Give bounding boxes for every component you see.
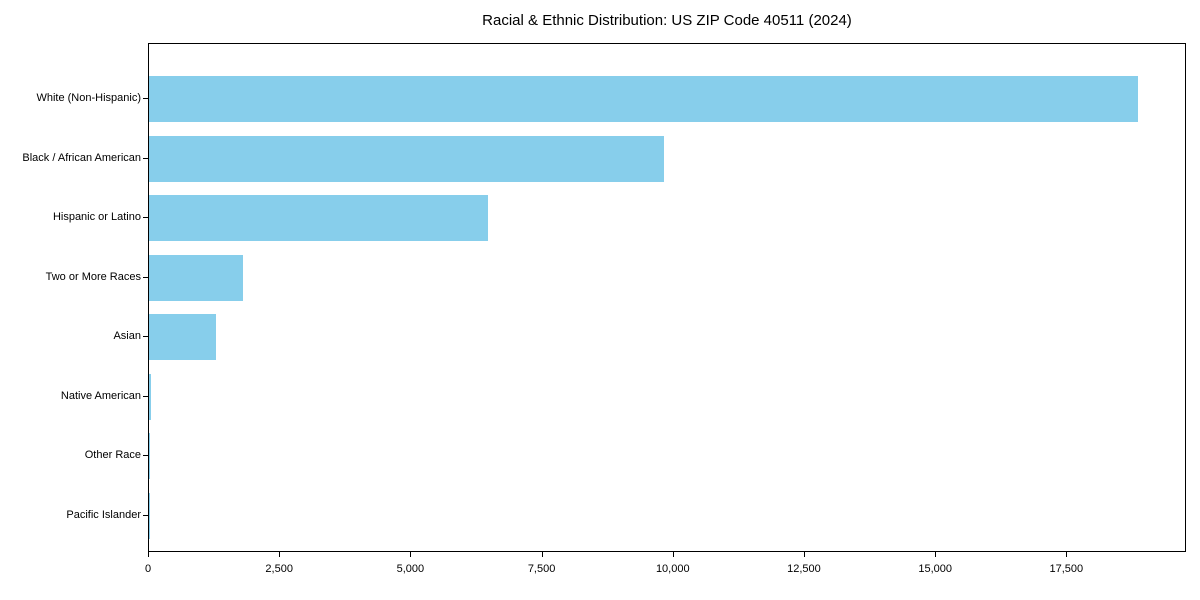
y-axis-label: Hispanic or Latino — [52, 211, 141, 223]
y-tick — [143, 217, 148, 218]
x-tick — [672, 552, 674, 557]
x-tick-label: 0 — [144, 563, 152, 575]
y-axis-label: Other Race — [84, 449, 141, 461]
x-tick-label: 17,500 — [1049, 563, 1084, 575]
x-tick-label: 10,000 — [655, 563, 690, 575]
y-tick — [143, 276, 148, 278]
x-tick-label: 15,000 — [918, 563, 952, 575]
y-tick — [143, 336, 148, 337]
x-tick — [410, 552, 412, 557]
bar-asian — [149, 314, 216, 360]
y-axis-label: White (Non-Hispanic) — [36, 92, 141, 104]
y-axis-label: Two or More Races — [45, 270, 141, 283]
bar-two-or-more-races — [149, 254, 243, 301]
x-tick — [935, 552, 937, 557]
y-tick — [143, 157, 148, 159]
x-tick-label: 2,500 — [265, 563, 293, 575]
x-tick — [148, 552, 149, 557]
x-tick — [803, 552, 805, 557]
y-tick — [143, 455, 148, 456]
x-tick — [541, 552, 543, 557]
x-tick-label: 7,500 — [527, 563, 556, 575]
y-axis-label: Pacific Islander — [66, 508, 141, 521]
chart-title: Racial & Ethnic Distribution: US ZIP Cod… — [482, 12, 852, 29]
bar-black-african-american — [149, 135, 665, 182]
bar-white-non-hispanic — [149, 76, 1139, 122]
plot-area — [148, 43, 1186, 552]
y-tick — [143, 98, 148, 99]
y-axis-label: Native American — [60, 389, 141, 402]
bar-native-american — [149, 373, 152, 420]
bar-hispanic-or-latino — [149, 195, 488, 241]
y-tick — [143, 395, 148, 397]
y-axis-label: Asian — [113, 330, 141, 342]
y-tick — [143, 514, 148, 516]
bar-other-race — [149, 433, 151, 479]
bar-pacific-islander — [149, 492, 150, 539]
x-tick — [279, 552, 281, 557]
x-tick — [1066, 552, 1068, 557]
x-tick-label: 5,000 — [396, 563, 425, 575]
y-axis-label: Black / African American — [22, 151, 141, 164]
x-tick-label: 12,500 — [787, 563, 821, 575]
